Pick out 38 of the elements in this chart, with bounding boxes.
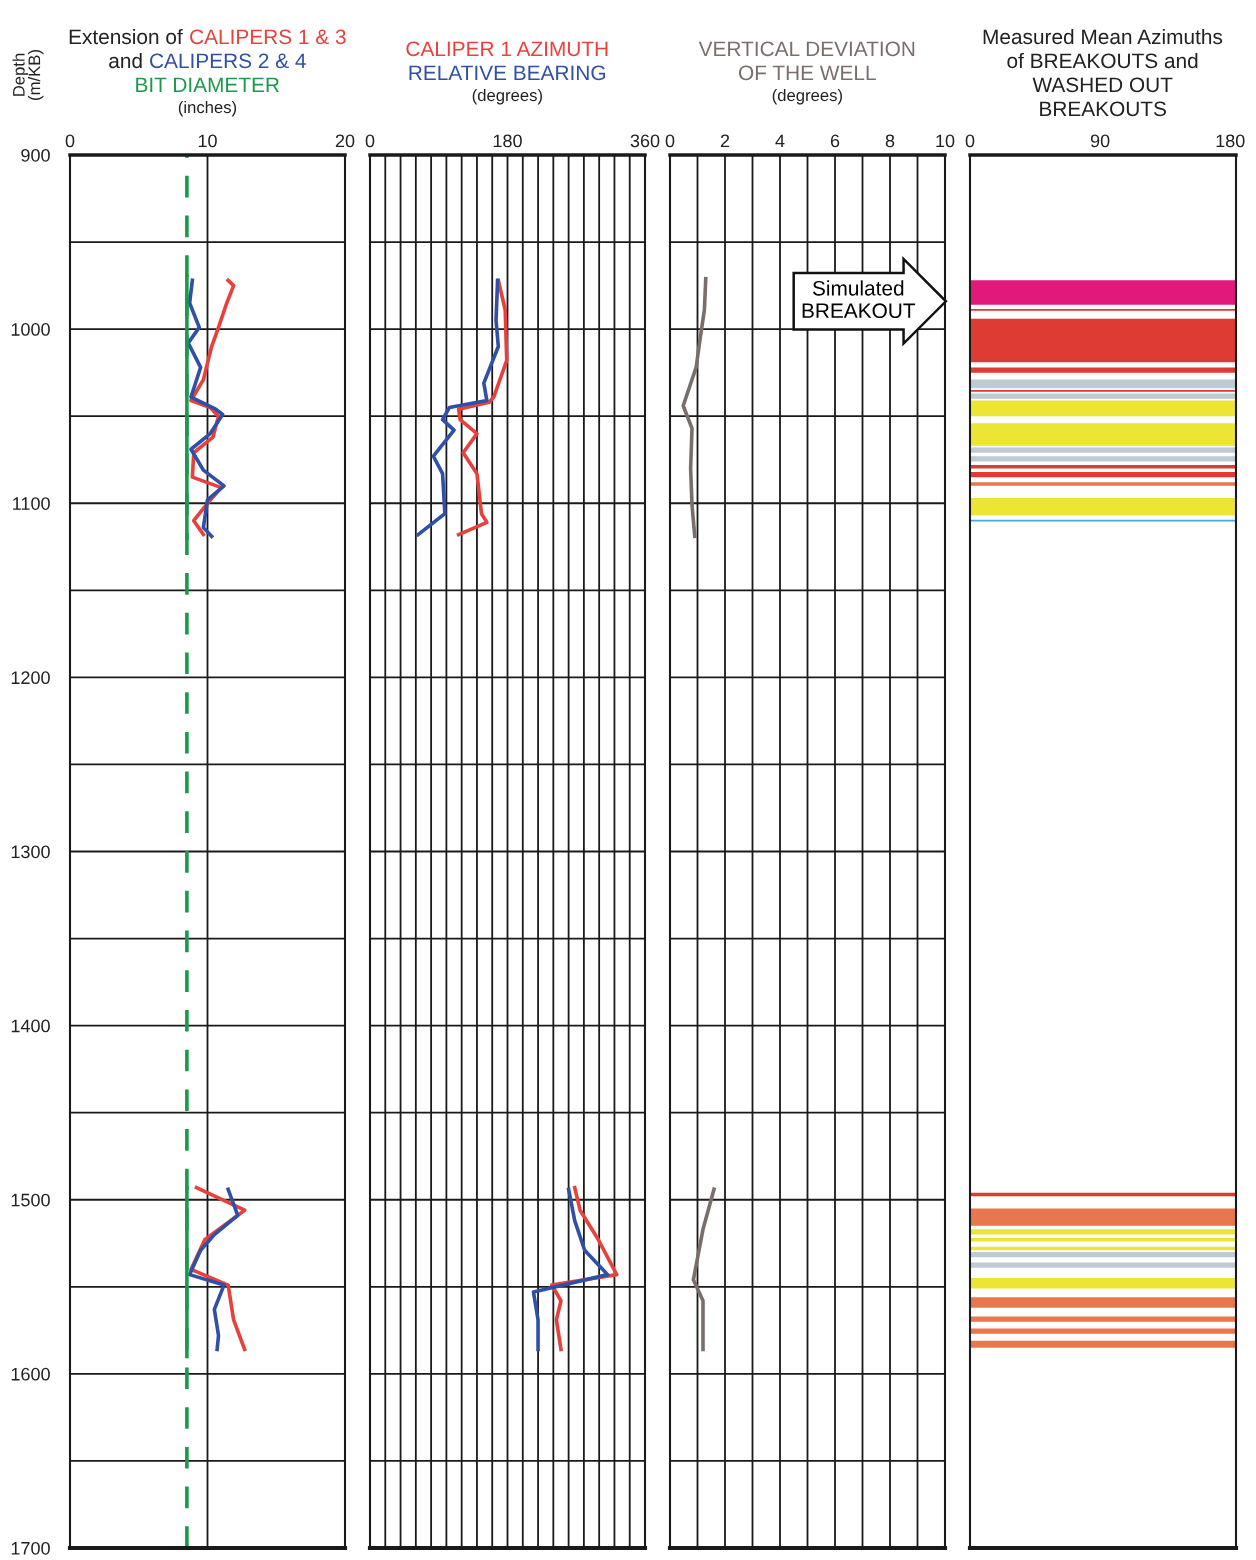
text: CALIPERS 1 & 3: [190, 29, 346, 45]
x-tick-label: 8: [885, 134, 895, 148]
y-tick-label: 900: [21, 148, 50, 162]
text: RELATIVE BEARING: [409, 65, 606, 81]
y-tick-label: 1100: [13, 497, 50, 510]
x-tick-label: 180: [1216, 134, 1245, 148]
y-tick-label: 1200: [11, 671, 50, 685]
x-tick-label: 0: [365, 134, 375, 148]
chart-subtitle: and: [109, 52, 142, 69]
x-tick-label: 10: [936, 134, 955, 148]
y-tick-label: 1000: [11, 323, 50, 336]
x-tick-label: 4: [775, 134, 785, 148]
x-axis-title: (degrees): [772, 88, 842, 105]
y-tick-label: 1300: [11, 845, 50, 859]
x-tick-label: 10: [198, 134, 217, 148]
x-tick-label: 20: [335, 134, 355, 148]
x-tick-label: 2: [720, 134, 730, 148]
x-axis-title: (degrees): [472, 88, 542, 105]
x-axis-title: (inches): [178, 100, 237, 117]
text: CALIPERS 2 & 4: [150, 53, 306, 69]
x-tick-label: 0: [65, 134, 75, 148]
x-tick-label: 180: [493, 134, 522, 148]
y-tick-label: 1700: [11, 1541, 50, 1555]
x-tick-label: 6: [830, 134, 840, 148]
chart-title: Measured Mean Azimuths of BREAKOUTS and WASHED OUT BREAKOUTS: [983, 28, 1223, 117]
x-tick-label: 0: [965, 134, 975, 148]
y-tick-label: 1500: [11, 1193, 50, 1207]
annotation: Simulated BREAKOUT: [802, 280, 916, 319]
text: CALIPER 1 AZIMUTH: [406, 41, 608, 57]
x-tick-label: 360: [630, 134, 660, 148]
y-tick-label: 1400: [11, 1019, 50, 1033]
y-axis-title: Depth (m/KB): [12, 50, 44, 100]
x-tick-label: 90: [1090, 134, 1110, 148]
chart-title: Extension of: [69, 28, 183, 45]
text: BIT DIAMETER: [136, 77, 280, 92]
text: VERTICAL DEVIATION OF THE WELL: [698, 41, 915, 81]
x-tick-label: 0: [665, 134, 675, 148]
y-tick-label: 1600: [11, 1367, 50, 1381]
